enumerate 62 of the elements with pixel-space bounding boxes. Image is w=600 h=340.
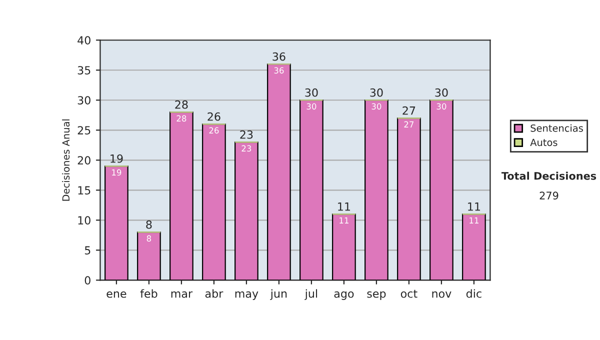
total-label: 19	[110, 154, 123, 163]
y-tick-label: 5	[84, 246, 90, 255]
bar	[462, 214, 486, 280]
total-label: 30	[305, 88, 318, 97]
y-tick-label: 10	[78, 216, 90, 225]
x-tick-label: nov	[432, 291, 452, 298]
total-label: 11	[468, 202, 480, 211]
data-label: 11	[470, 217, 478, 224]
bar	[332, 214, 356, 280]
bar	[170, 112, 194, 280]
x-tick-label: feb	[140, 289, 158, 298]
x-tick-label: jun	[270, 289, 287, 300]
bar	[137, 232, 161, 280]
x-tick-label: sep	[367, 291, 386, 300]
y-tick-label: 40	[78, 36, 90, 44]
x-tick-label: dic	[466, 289, 482, 298]
data-label: 30	[306, 103, 316, 110]
bar	[234, 142, 258, 280]
data-label: 27	[404, 121, 414, 128]
x-tick-label: abr	[205, 289, 224, 298]
data-label: 36	[274, 67, 284, 74]
text: Total Decisiones	[501, 172, 596, 180]
total-label: 36	[272, 52, 286, 61]
x-tick-label: mar	[171, 291, 193, 298]
total-label: 8	[146, 220, 152, 229]
data-label: 23	[242, 145, 252, 152]
bar	[430, 100, 454, 280]
legend-label: Sentencias	[530, 124, 583, 132]
total-label: 23	[240, 130, 253, 139]
x-tick-label: jul	[304, 289, 318, 300]
x-tick-label: oct	[400, 290, 418, 298]
total-label: 28	[175, 100, 188, 109]
y-axis-title: Decisiones Anual	[62, 119, 70, 201]
total-label: 11	[338, 202, 350, 211]
data-label: 30	[436, 103, 446, 110]
data-label: 8	[146, 235, 152, 242]
x-tick-label: ago	[334, 291, 354, 300]
total-label: 30	[370, 88, 383, 97]
y-tick-label: 35	[78, 66, 90, 75]
total-label: 30	[435, 88, 448, 97]
data-label: 28	[176, 115, 186, 122]
bar	[397, 118, 421, 280]
legend-label: Autos	[530, 138, 558, 146]
y-tick-label: 0	[84, 276, 90, 285]
bar	[364, 100, 388, 280]
bar	[300, 100, 324, 280]
bar	[104, 166, 128, 280]
y-tick-label: 15	[78, 186, 90, 195]
y-tick-label: 20	[78, 156, 90, 165]
total-label: 27	[402, 106, 416, 115]
y-tick-label: 30	[78, 96, 90, 105]
x-tick-label: may	[235, 291, 258, 300]
data-label: 26	[209, 127, 219, 134]
data-label: 19	[112, 169, 122, 176]
y-tick-label: 25	[78, 126, 90, 135]
data-label: 30	[372, 103, 382, 110]
x-tick-label: ene	[106, 291, 126, 298]
bar	[202, 124, 226, 280]
bar	[267, 64, 291, 280]
data-label: 11	[340, 217, 348, 224]
total-label: 26	[208, 112, 220, 121]
text: 279	[540, 192, 558, 200]
